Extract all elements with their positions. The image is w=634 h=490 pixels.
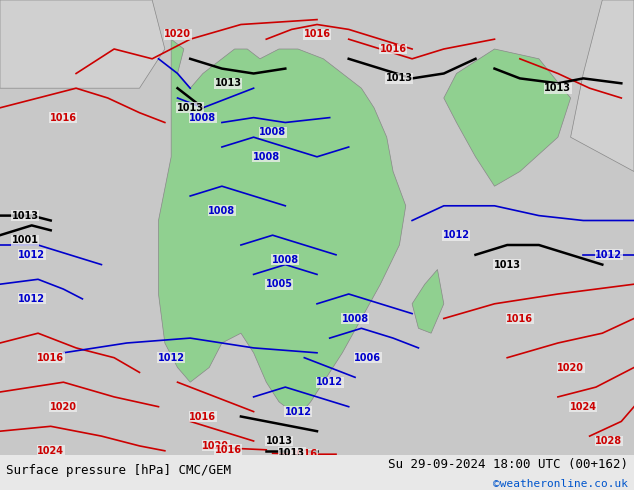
- Text: 1028: 1028: [595, 436, 622, 446]
- Text: 1013: 1013: [12, 211, 39, 220]
- Text: 1016: 1016: [215, 445, 242, 455]
- Bar: [0, 455, 634, 456]
- Text: 1013: 1013: [545, 83, 571, 93]
- Text: 1024: 1024: [570, 402, 597, 412]
- Text: 1020: 1020: [202, 441, 229, 451]
- Text: 1012: 1012: [18, 294, 45, 304]
- Text: 1012: 1012: [316, 377, 343, 387]
- Text: 1008: 1008: [272, 255, 299, 265]
- Bar: [0, 455, 634, 490]
- Text: 1016: 1016: [50, 113, 77, 122]
- Text: 1016: 1016: [507, 314, 533, 323]
- Text: 1008: 1008: [342, 314, 368, 323]
- Text: 1016: 1016: [380, 44, 406, 54]
- Text: Su 29-09-2024 18:00 UTC (00+162): Su 29-09-2024 18:00 UTC (00+162): [387, 458, 628, 471]
- Text: 1005: 1005: [266, 279, 292, 289]
- Text: 1020: 1020: [50, 402, 77, 412]
- Text: 1008: 1008: [190, 113, 216, 122]
- Polygon shape: [412, 270, 444, 333]
- Text: 1006: 1006: [354, 353, 381, 363]
- Text: 1008: 1008: [253, 152, 280, 162]
- Text: Surface pressure [hPa] CMC/GEM: Surface pressure [hPa] CMC/GEM: [6, 464, 231, 477]
- Text: 1016: 1016: [291, 449, 318, 459]
- Text: 1012: 1012: [158, 353, 184, 363]
- Polygon shape: [0, 0, 165, 88]
- Polygon shape: [158, 39, 406, 416]
- Text: 1001: 1001: [12, 235, 39, 245]
- Text: 1016: 1016: [37, 353, 64, 363]
- Text: 1020: 1020: [557, 363, 584, 372]
- Text: 1008: 1008: [209, 206, 235, 216]
- Text: ©weatheronline.co.uk: ©weatheronline.co.uk: [493, 479, 628, 489]
- Polygon shape: [571, 0, 634, 172]
- Text: 1012: 1012: [285, 407, 311, 416]
- Text: 1013: 1013: [266, 436, 292, 446]
- Text: 1024: 1024: [37, 446, 64, 456]
- Text: 1016: 1016: [190, 412, 216, 421]
- Text: 1013: 1013: [494, 260, 521, 270]
- Text: 1012: 1012: [18, 250, 45, 260]
- Polygon shape: [444, 49, 571, 186]
- Text: 1012: 1012: [443, 230, 470, 240]
- Text: 1016: 1016: [304, 29, 330, 39]
- Text: 1020: 1020: [164, 29, 191, 39]
- Text: 1013: 1013: [386, 74, 413, 83]
- Text: 1013: 1013: [278, 448, 305, 458]
- Text: 1008: 1008: [259, 127, 286, 137]
- Text: 1013: 1013: [215, 78, 242, 88]
- Text: 1013: 1013: [177, 103, 204, 113]
- Text: 1012: 1012: [595, 250, 622, 260]
